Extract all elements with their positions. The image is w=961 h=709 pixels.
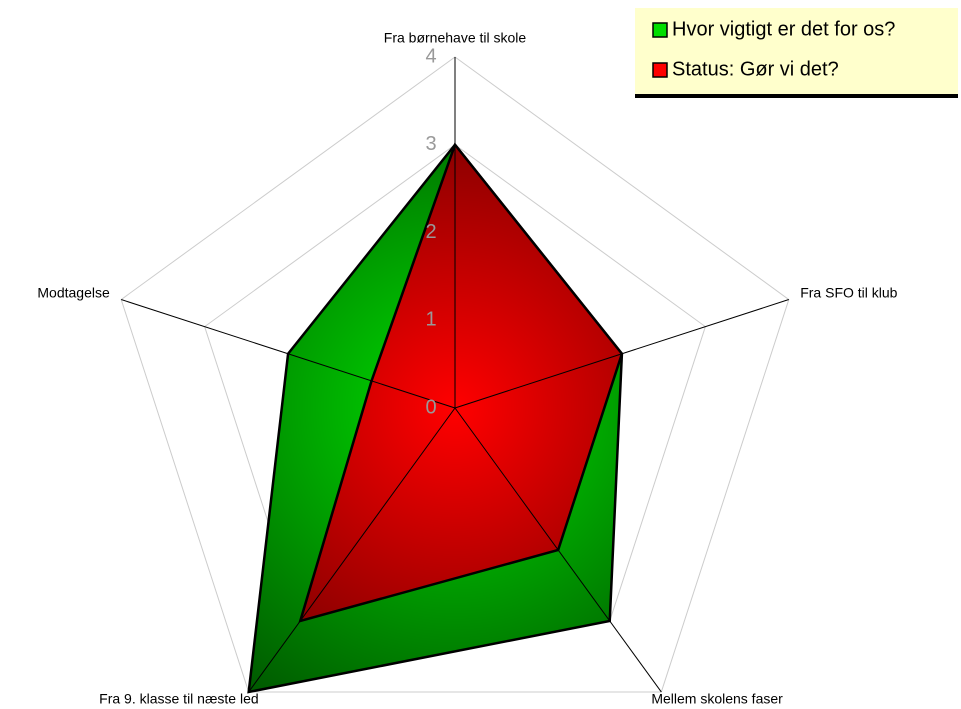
category-label: Modtagelse [37,285,110,301]
axis-line [454,299,789,409]
legend-swatch [652,22,668,38]
series-shade [298,142,624,623]
axis-line [121,299,456,409]
r-tick-label: 0 [425,396,436,418]
r-tick-label: 3 [425,133,436,155]
r-tick-label: 4 [425,45,436,67]
axis-line [248,407,456,693]
axis-line [454,407,662,693]
category-label: Mellem skolens faser [651,691,783,707]
category-label: Fra SFO til klub [800,285,897,301]
legend-swatch [652,62,668,78]
r-tick-label: 1 [425,309,436,331]
legend-label: Status: Gør vi det? [672,58,839,80]
r-tick-label: 2 [425,221,436,243]
legend-box [635,8,958,96]
category-label: Fra 9. klasse til næste led [99,691,259,707]
grid-ring [120,56,790,693]
legend-label: Hvor vigtigt er det for os? [672,18,895,40]
category-label: Fra børnehave til skole [384,30,527,46]
